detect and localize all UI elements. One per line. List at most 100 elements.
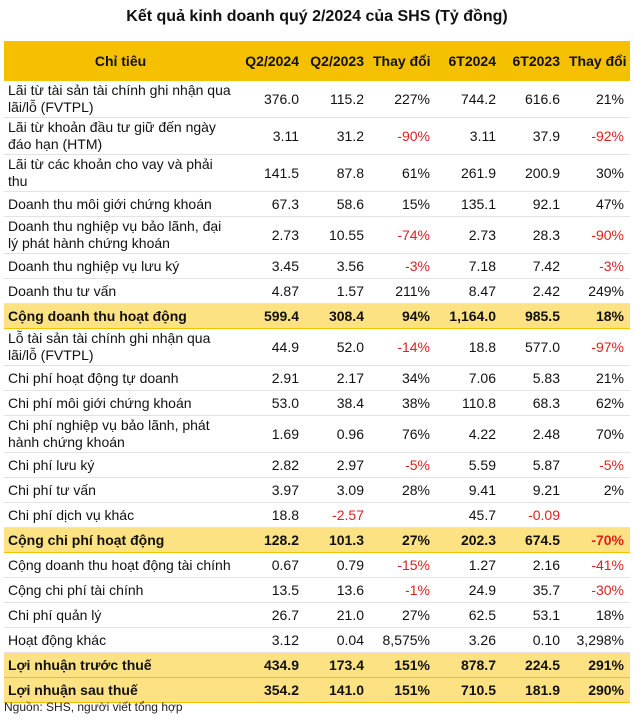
6m-2023-value: 200.9	[502, 154, 566, 192]
6m-2023-value: 37.9	[502, 117, 566, 155]
6m-change-value: 47%	[566, 191, 630, 217]
6m-2023-value: 9.21	[502, 477, 566, 503]
quarter-change-value: 151%	[370, 652, 436, 678]
6m-2023-value: -0.09	[502, 502, 566, 528]
q2-2024-value: 128.2	[240, 527, 305, 553]
table-row: Doanh thu môi giới chứng khoán 67.3 58.6 15…	[4, 191, 630, 217]
6m-change-value: 18%	[566, 303, 630, 329]
6m-2024-value: 878.7	[436, 652, 502, 678]
q2-2024-value: 376.0	[240, 81, 305, 118]
row-label: Doanh thu nghiệp vụ bảo lãnh, đại lý phá…	[4, 216, 240, 254]
6m-2023-value: 68.3	[502, 390, 566, 416]
q2-2023-value: 21.0	[305, 602, 370, 628]
quarter-change-value: 28%	[370, 477, 436, 503]
6m-2024-value: 7.18	[436, 253, 502, 279]
q2-2023-value: 141.0	[305, 677, 370, 703]
table-total-row: Cộng chi phí hoạt động 128.2 101.3 27% 202.3…	[4, 527, 630, 553]
table-row: Chi phí lưu ký 2.82 2.97 -5% 5.59 5.87 -5%	[4, 452, 630, 478]
6m-2024-value: 744.2	[436, 81, 502, 118]
q2-2024-value: 2.73	[240, 216, 305, 254]
6m-2024-value: 18.8	[436, 328, 502, 366]
row-label: Chi phí dịch vụ khác	[4, 502, 240, 528]
table-row: Cộng chi phí tài chính 13.5 13.6 -1% 24.9 35.…	[4, 577, 630, 603]
6m-2023-value: 5.87	[502, 452, 566, 478]
q2-2024-value: 3.45	[240, 253, 305, 279]
6m-change-value: -5%	[566, 452, 630, 478]
6m-2024-value: 261.9	[436, 154, 502, 192]
q2-2024-value: 354.2	[240, 677, 305, 703]
quarter-change-value: -14%	[370, 328, 436, 366]
6m-2024-value: 3.11	[436, 117, 502, 155]
column-header-q2-2023: Q2/2023	[305, 41, 370, 81]
q2-2024-value: 67.3	[240, 191, 305, 217]
6m-change-value: 21%	[566, 81, 630, 118]
row-label: Cộng doanh thu hoạt động tài chính	[4, 552, 240, 578]
row-label: Lãi từ tài sản tài chính ghi nhận qua lã…	[4, 81, 240, 118]
business-results-table: Chỉ tiêu Q2/2024 Q2/2023 Thay đổi 6T2024…	[4, 41, 630, 703]
6m-change-value: -30%	[566, 577, 630, 603]
table-header-row: Chỉ tiêu Q2/2024 Q2/2023 Thay đổi 6T2024…	[4, 41, 630, 81]
q2-2024-value: 2.82	[240, 452, 305, 478]
q2-2024-value: 26.7	[240, 602, 305, 628]
6m-2023-value: 7.42	[502, 253, 566, 279]
table-row: Lãi từ khoản đầu tư giữ đến ngày đáo hạn…	[4, 117, 630, 155]
6m-change-value: 249%	[566, 278, 630, 304]
q2-2024-value: 4.87	[240, 278, 305, 304]
row-label: Chi phí lưu ký	[4, 452, 240, 478]
table-row: Chi phí nghiệp vụ bảo lãnh, phát hành ch…	[4, 415, 630, 453]
table-row: Lãi từ các khoản cho vay và phải thu 141.…	[4, 154, 630, 192]
q2-2023-value: 173.4	[305, 652, 370, 678]
table-row: Doanh thu nghiệp vụ lưu ký 3.45 3.56 -3% 7.1…	[4, 253, 630, 279]
row-label: Lỗ tài sản tài chính ghi nhận qua lãi/lỗ…	[4, 328, 240, 366]
6m-2023-value: 28.3	[502, 216, 566, 254]
quarter-change-value: 227%	[370, 81, 436, 118]
quarter-change-value: -74%	[370, 216, 436, 254]
table-total-row: Lợi nhuận sau thuế 354.2 141.0 151% 710.5 181…	[4, 677, 630, 703]
row-label: Chi phí nghiệp vụ bảo lãnh, phát hành ch…	[4, 415, 240, 453]
6m-change-value: 30%	[566, 154, 630, 192]
quarter-change-value: 76%	[370, 415, 436, 453]
table-row: Chi phí dịch vụ khác 18.8 -2.57 45.7 -0.09	[4, 502, 630, 528]
6m-2024-value: 1.27	[436, 552, 502, 578]
column-header-q2-2024: Q2/2024	[240, 41, 305, 81]
row-label: Lợi nhuận trước thuế	[4, 652, 240, 678]
6m-change-value: -97%	[566, 328, 630, 366]
column-header-6m-change: Thay đổi	[566, 41, 630, 81]
6m-change-value	[566, 502, 630, 528]
q2-2023-value: 13.6	[305, 577, 370, 603]
6m-2024-value: 7.06	[436, 365, 502, 391]
quarter-change-value: 151%	[370, 677, 436, 703]
row-label: Chi phí tư vấn	[4, 477, 240, 503]
q2-2023-value: 2.97	[305, 452, 370, 478]
q2-2023-value: 3.09	[305, 477, 370, 503]
q2-2023-value: 0.04	[305, 627, 370, 653]
6m-2024-value: 4.22	[436, 415, 502, 453]
row-label: Chi phí hoạt động tự doanh	[4, 365, 240, 391]
quarter-change-value: 15%	[370, 191, 436, 217]
6m-2023-value: 92.1	[502, 191, 566, 217]
row-label: Chi phí quản lý	[4, 602, 240, 628]
quarter-change-value: 38%	[370, 390, 436, 416]
quarter-change-value: -15%	[370, 552, 436, 578]
6m-2024-value: 202.3	[436, 527, 502, 553]
row-label: Lãi từ các khoản cho vay và phải thu	[4, 154, 240, 192]
q2-2024-value: 18.8	[240, 502, 305, 528]
6m-2024-value: 8.47	[436, 278, 502, 304]
table-body: Lãi từ tài sản tài chính ghi nhận qua lã…	[4, 81, 630, 703]
row-label: Doanh thu môi giới chứng khoán	[4, 191, 240, 217]
quarter-change-value: 34%	[370, 365, 436, 391]
6m-2024-value: 2.73	[436, 216, 502, 254]
quarter-change-value	[370, 502, 436, 528]
q2-2023-value: 0.96	[305, 415, 370, 453]
q2-2023-value: 308.4	[305, 303, 370, 329]
table-row: Chi phí quản lý 26.7 21.0 27% 62.5 53.1 18%	[4, 602, 630, 628]
q2-2023-value: 0.79	[305, 552, 370, 578]
q2-2023-value: 1.57	[305, 278, 370, 304]
6m-change-value: 70%	[566, 415, 630, 453]
table-row: Lãi từ tài sản tài chính ghi nhận qua lã…	[4, 81, 630, 118]
6m-2024-value: 3.26	[436, 627, 502, 653]
table-row: Chi phí môi giới chứng khoán 53.0 38.4 38% 1…	[4, 390, 630, 416]
6m-2023-value: 2.16	[502, 552, 566, 578]
row-label: Cộng chi phí tài chính	[4, 577, 240, 603]
6m-2024-value: 110.8	[436, 390, 502, 416]
